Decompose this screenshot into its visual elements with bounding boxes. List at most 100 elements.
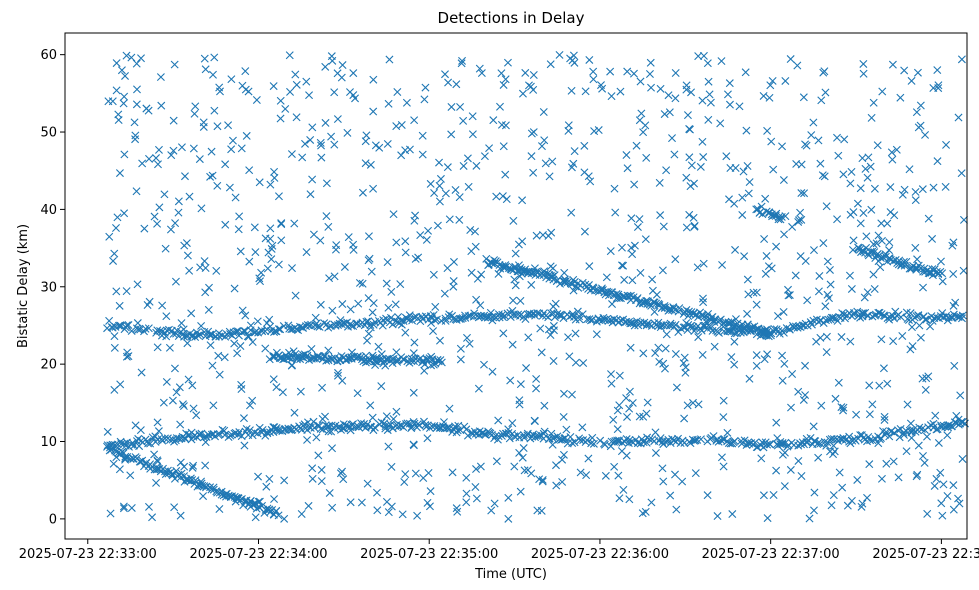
data-point (132, 100, 141, 109)
data-point (277, 219, 286, 228)
data-point (527, 152, 536, 161)
data-point (488, 367, 497, 376)
data-point (524, 333, 533, 342)
data-point (682, 81, 691, 90)
data-point (598, 84, 607, 93)
data-point (176, 420, 185, 429)
data-point (154, 427, 163, 436)
data-point (766, 440, 775, 449)
data-point (506, 308, 515, 317)
data-point (757, 454, 766, 463)
data-point (957, 55, 966, 64)
data-point (472, 465, 481, 474)
data-point (201, 438, 210, 447)
data-point (731, 245, 740, 254)
data-point (258, 327, 267, 336)
data-point (726, 164, 735, 172)
data-point (116, 380, 125, 389)
data-point (346, 498, 355, 507)
data-point (285, 425, 294, 434)
data-point (906, 419, 915, 428)
data-point (889, 337, 898, 346)
data-point (622, 435, 631, 444)
data-point (764, 262, 773, 271)
plot-frame (64, 32, 968, 540)
data-point (261, 234, 270, 243)
data-point (796, 208, 805, 217)
data-point (324, 222, 333, 231)
data-point (862, 232, 871, 241)
data-point (766, 81, 775, 90)
data-point (453, 507, 462, 516)
data-point (120, 209, 129, 218)
data-point (152, 154, 161, 163)
data-point (656, 84, 665, 93)
data-point (809, 246, 818, 255)
data-point (878, 87, 887, 96)
data-point (580, 141, 589, 150)
data-point (151, 432, 160, 441)
data-point (175, 383, 184, 392)
data-point (436, 356, 445, 365)
data-point (697, 326, 706, 335)
data-point (270, 173, 279, 182)
data-point (740, 252, 749, 261)
data-point (611, 208, 620, 217)
data-point (346, 423, 355, 432)
data-point (228, 136, 237, 145)
data-point (143, 301, 152, 309)
data-point (625, 387, 634, 396)
data-point (918, 374, 927, 383)
data-point (130, 118, 139, 127)
data-point (548, 434, 557, 443)
data-point (926, 322, 935, 331)
data-point (420, 95, 429, 104)
data-point (387, 287, 396, 296)
data-point (848, 245, 857, 254)
data-point (480, 152, 489, 161)
data-point (628, 398, 637, 407)
data-point (277, 220, 286, 229)
data-point (781, 76, 790, 85)
data-point (166, 225, 175, 234)
data-point (131, 135, 140, 144)
data-point (383, 139, 392, 148)
data-point (291, 70, 300, 79)
data-point (847, 284, 856, 293)
data-point (671, 349, 680, 358)
data-point (242, 131, 251, 140)
data-point (857, 309, 866, 318)
data-point (630, 241, 639, 250)
data-point (447, 102, 456, 111)
data-point (161, 470, 170, 479)
data-point (245, 499, 254, 508)
data-point (826, 280, 835, 289)
data-point (138, 456, 147, 465)
data-point (302, 248, 311, 257)
data-point (659, 321, 668, 330)
data-point (786, 55, 795, 64)
data-point (544, 313, 553, 322)
data-point (655, 357, 664, 366)
data-point (185, 192, 194, 201)
data-point (682, 223, 691, 232)
data-point (340, 424, 349, 433)
data-point (313, 353, 322, 362)
data-point (546, 262, 555, 271)
data-point (381, 422, 390, 431)
data-point (689, 213, 698, 222)
data-point (873, 141, 882, 150)
data-point (670, 150, 679, 159)
data-point (345, 354, 354, 363)
data-point (651, 428, 660, 437)
data-point (104, 97, 113, 106)
data-point (619, 261, 628, 270)
data-point (943, 431, 952, 440)
data-point (155, 464, 164, 473)
data-point (816, 333, 825, 342)
data-point (114, 116, 123, 125)
data-point (650, 307, 659, 316)
data-point (238, 81, 247, 90)
data-point (788, 222, 797, 231)
data-point (144, 502, 153, 511)
